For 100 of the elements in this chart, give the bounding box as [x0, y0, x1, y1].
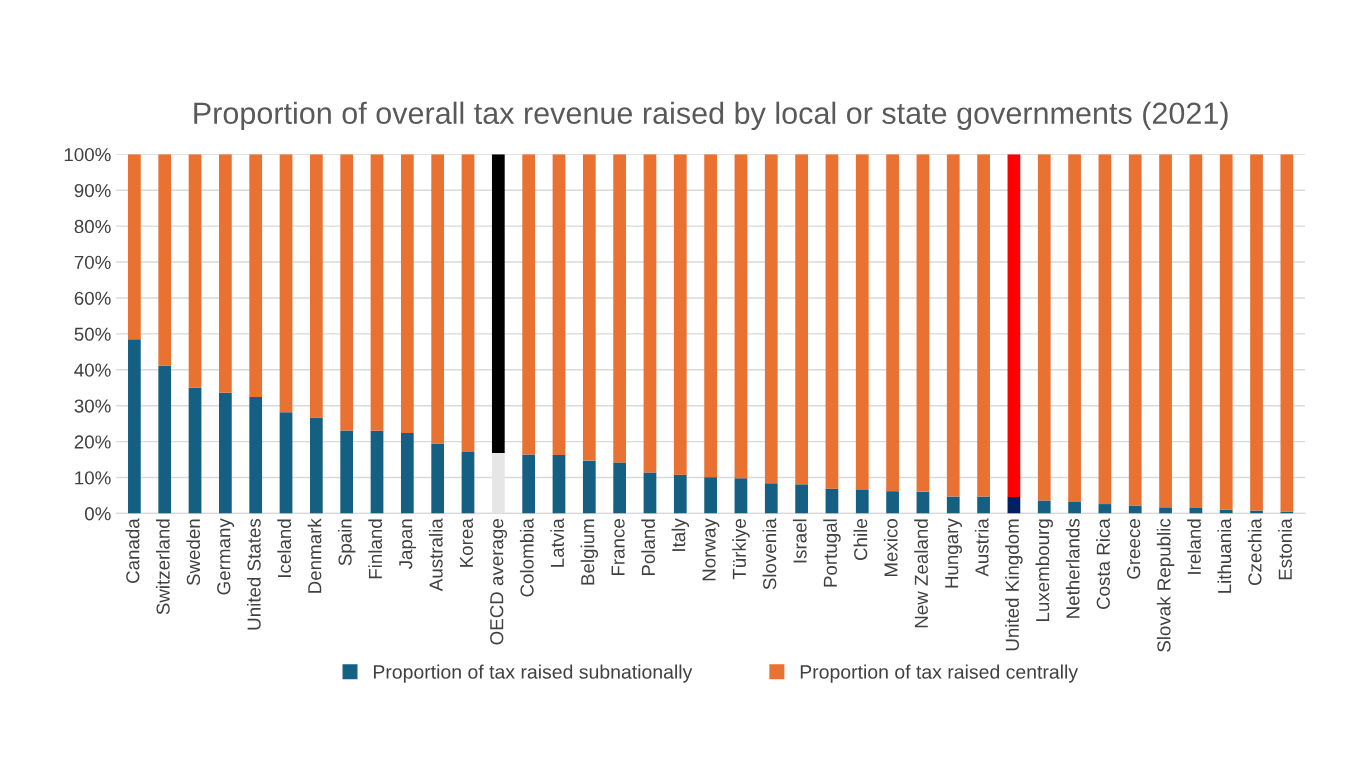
x-tick-label: Belgium: [580, 519, 599, 585]
bar: [552, 154, 566, 455]
x-tick-label: Lithuania: [1217, 518, 1232, 593]
bar: [552, 454, 566, 514]
bar: [764, 154, 778, 484]
x-tick-label: Greece: [1126, 519, 1141, 579]
bar: [1068, 154, 1081, 502]
bar: [1007, 496, 1021, 514]
x-tick-label: Canada: [125, 518, 140, 583]
x-tick-label: France: [611, 519, 625, 576]
x-tick-label: Austria: [974, 518, 989, 577]
bar: [1128, 154, 1142, 506]
bar: [613, 462, 627, 514]
bar: [1128, 505, 1142, 514]
bar: [309, 417, 323, 514]
x-tick-label: Iceland: [277, 519, 292, 577]
x-tick-label: Slovenia: [762, 518, 777, 590]
bar: [613, 154, 627, 463]
bar: [1159, 154, 1172, 508]
bar: [1159, 507, 1172, 514]
bar: [704, 477, 717, 514]
bar: [1098, 154, 1112, 505]
x-tick-label: Japan: [399, 519, 417, 570]
bar: [279, 154, 293, 413]
x-tick-label: Estonia: [1278, 518, 1292, 580]
y-tick-label: 100%: [64, 148, 111, 162]
bar: [1098, 504, 1112, 514]
bar: [188, 387, 202, 514]
bar: [855, 154, 869, 490]
bar: [128, 154, 141, 340]
bar: [249, 397, 263, 514]
bar: [431, 443, 445, 514]
bar: [673, 474, 687, 514]
x-tick-label: Türkiye: [732, 519, 750, 580]
bar: [582, 154, 596, 461]
x-tick-label: Finland: [368, 519, 383, 579]
x-tick-label: Denmark: [307, 518, 322, 593]
x-tick-label: Costa Rica: [1096, 518, 1110, 610]
bar: [249, 154, 263, 398]
y-tick-label: 10%: [75, 471, 111, 485]
y-tick-label: 20%: [74, 435, 111, 449]
bar: [279, 412, 293, 514]
x-tick-label: Poland: [641, 519, 655, 576]
bar: [855, 489, 869, 514]
bar: [340, 430, 354, 514]
bar: [1189, 154, 1203, 509]
bar: [370, 430, 384, 514]
bar: [825, 488, 839, 514]
bar: [1037, 154, 1051, 501]
x-tick-label: Netherlands: [1065, 518, 1080, 618]
x-tick-label: Sweden: [186, 519, 201, 586]
x-tick-label: OECD average: [490, 519, 508, 645]
bar: [219, 154, 232, 393]
bar: [522, 454, 536, 514]
y-tick-label: 40%: [74, 363, 111, 377]
bar: [764, 483, 778, 514]
bar: [522, 154, 536, 455]
x-tick-label: Czechia: [1247, 518, 1262, 586]
y-tick-label: 50%: [74, 327, 111, 341]
bar: [916, 154, 930, 492]
bar: [795, 154, 808, 485]
legend-label: Proportion of tax raised centrally: [800, 664, 1079, 683]
x-tick-label: Norway: [702, 518, 720, 581]
bar: [704, 154, 717, 478]
x-tick-label: Colombia: [519, 518, 534, 597]
bar: [582, 460, 596, 514]
bar: [188, 154, 202, 388]
bar: [795, 484, 808, 514]
bar: [946, 154, 960, 497]
legend-label: Proportion of tax raised subnationally: [373, 664, 693, 683]
bar: [309, 154, 323, 418]
bar: [461, 154, 475, 453]
x-tick-label: Korea: [459, 518, 474, 567]
y-tick-label: 80%: [74, 219, 111, 234]
bar: [825, 154, 839, 489]
bar: [977, 496, 990, 514]
x-tick-label: Israel: [792, 519, 807, 563]
x-tick-label: Mexico: [883, 519, 898, 577]
bar: [400, 154, 414, 433]
x-tick-label: Switzerland: [155, 519, 170, 615]
bar: [491, 453, 505, 514]
chart-title: Proportion of overall tax revenue raised by local or state governments (2021): [194, 101, 1228, 131]
bar: [977, 154, 990, 497]
x-tick-label: Ireland: [1187, 519, 1201, 574]
bar: [340, 154, 354, 431]
bar: [734, 154, 748, 479]
x-tick-label: Latvia: [550, 518, 565, 567]
bar: [734, 478, 748, 514]
x-tick-label: New Zealand: [914, 519, 928, 628]
bar: [461, 452, 475, 514]
bar: [946, 496, 960, 514]
y-tick-label: 60%: [74, 291, 111, 305]
bar: [886, 491, 899, 514]
bar: [916, 491, 930, 514]
bar: [1007, 154, 1021, 497]
bar: [219, 392, 232, 514]
y-tick-label: 30%: [74, 399, 111, 413]
bar: [643, 154, 657, 473]
bar: [643, 472, 657, 514]
bar: [491, 154, 505, 454]
